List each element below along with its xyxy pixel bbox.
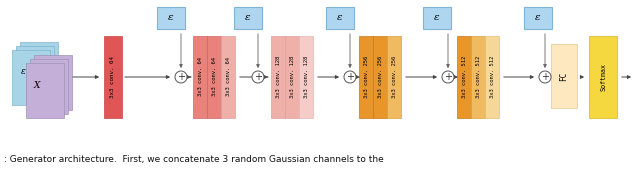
Bar <box>104 36 122 118</box>
Bar <box>157 7 185 29</box>
Text: 3x3 conv. 128: 3x3 conv. 128 <box>275 56 280 98</box>
Bar <box>589 36 617 118</box>
Circle shape <box>252 71 264 83</box>
Text: ε: ε <box>245 14 251 22</box>
Bar <box>16 46 54 101</box>
Bar <box>12 50 50 105</box>
Bar <box>20 42 58 97</box>
Bar <box>271 36 285 118</box>
Bar <box>207 36 221 118</box>
Text: : Generator architecture.  First, we concatenate 3 random Gaussian channels to t: : Generator architecture. First, we conc… <box>4 155 384 164</box>
Text: FC: FC <box>559 71 568 81</box>
Bar <box>326 7 354 29</box>
Text: 3x3 conv. 256: 3x3 conv. 256 <box>364 56 369 98</box>
Bar <box>551 44 577 108</box>
Bar <box>285 36 299 118</box>
Text: ε: ε <box>20 68 26 77</box>
Text: Softmax: Softmax <box>600 63 606 91</box>
Bar <box>373 36 387 118</box>
Bar <box>485 36 499 118</box>
Bar <box>471 36 485 118</box>
Circle shape <box>539 71 551 83</box>
Text: +: + <box>254 72 262 82</box>
Text: 3x3 conv. 64: 3x3 conv. 64 <box>211 57 216 97</box>
Text: 3x3 conv. 512: 3x3 conv. 512 <box>490 56 495 98</box>
Bar <box>34 55 72 110</box>
Text: ε: ε <box>535 14 541 22</box>
Text: +: + <box>177 72 185 82</box>
Text: 3x3 conv. 128: 3x3 conv. 128 <box>289 56 294 98</box>
Bar <box>299 36 313 118</box>
Text: 3x3 conv. 64: 3x3 conv. 64 <box>198 57 202 97</box>
Text: ε: ε <box>337 14 343 22</box>
Bar <box>423 7 451 29</box>
Text: 3x3 conv. 512: 3x3 conv. 512 <box>461 56 467 98</box>
Bar <box>30 59 68 114</box>
Text: +: + <box>541 72 549 82</box>
Text: X: X <box>34 81 40 89</box>
Text: 3x3 conv. 128: 3x3 conv. 128 <box>303 56 308 98</box>
Bar <box>457 36 471 118</box>
Text: ε: ε <box>434 14 440 22</box>
Bar <box>193 36 207 118</box>
Bar <box>387 36 401 118</box>
Text: +: + <box>444 72 452 82</box>
Text: 3x3 conv. 512: 3x3 conv. 512 <box>476 56 481 98</box>
Text: 3x3 conv. 64: 3x3 conv. 64 <box>225 57 230 97</box>
Bar <box>26 63 64 118</box>
Text: 3x3 conv. 256: 3x3 conv. 256 <box>392 56 397 98</box>
Text: ε: ε <box>168 14 174 22</box>
Bar <box>524 7 552 29</box>
Circle shape <box>175 71 187 83</box>
Circle shape <box>344 71 356 83</box>
Bar <box>221 36 235 118</box>
Text: 3x3 conv. 64: 3x3 conv. 64 <box>111 56 115 98</box>
Circle shape <box>442 71 454 83</box>
Text: 3x3 conv. 256: 3x3 conv. 256 <box>378 56 383 98</box>
Bar <box>359 36 373 118</box>
Bar <box>234 7 262 29</box>
Text: +: + <box>346 72 354 82</box>
